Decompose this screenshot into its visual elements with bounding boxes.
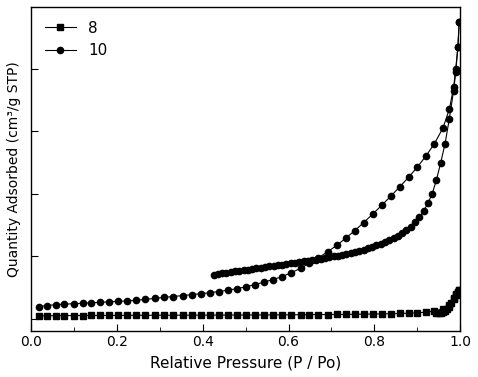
8 xyxy=(334,312,339,317)
10 xyxy=(334,243,339,248)
8 xyxy=(455,289,461,294)
10 xyxy=(180,293,185,298)
8 xyxy=(456,288,462,293)
10 xyxy=(36,304,42,309)
10 xyxy=(455,44,461,49)
8 xyxy=(361,312,367,316)
Line: 8: 8 xyxy=(35,287,462,319)
Legend: 8, 10: 8, 10 xyxy=(39,15,113,64)
Y-axis label: Quantity Adsorbed (cm³/g STP): Quantity Adsorbed (cm³/g STP) xyxy=(7,61,21,277)
8 xyxy=(36,314,42,318)
8 xyxy=(180,313,185,317)
10 xyxy=(170,294,176,299)
8 xyxy=(133,313,139,317)
Line: 10: 10 xyxy=(35,18,462,310)
10 xyxy=(456,19,462,24)
10 xyxy=(133,298,139,302)
8 xyxy=(170,313,176,317)
10 xyxy=(361,221,367,225)
X-axis label: Relative Pressure (P / Po): Relative Pressure (P / Po) xyxy=(150,355,341,370)
